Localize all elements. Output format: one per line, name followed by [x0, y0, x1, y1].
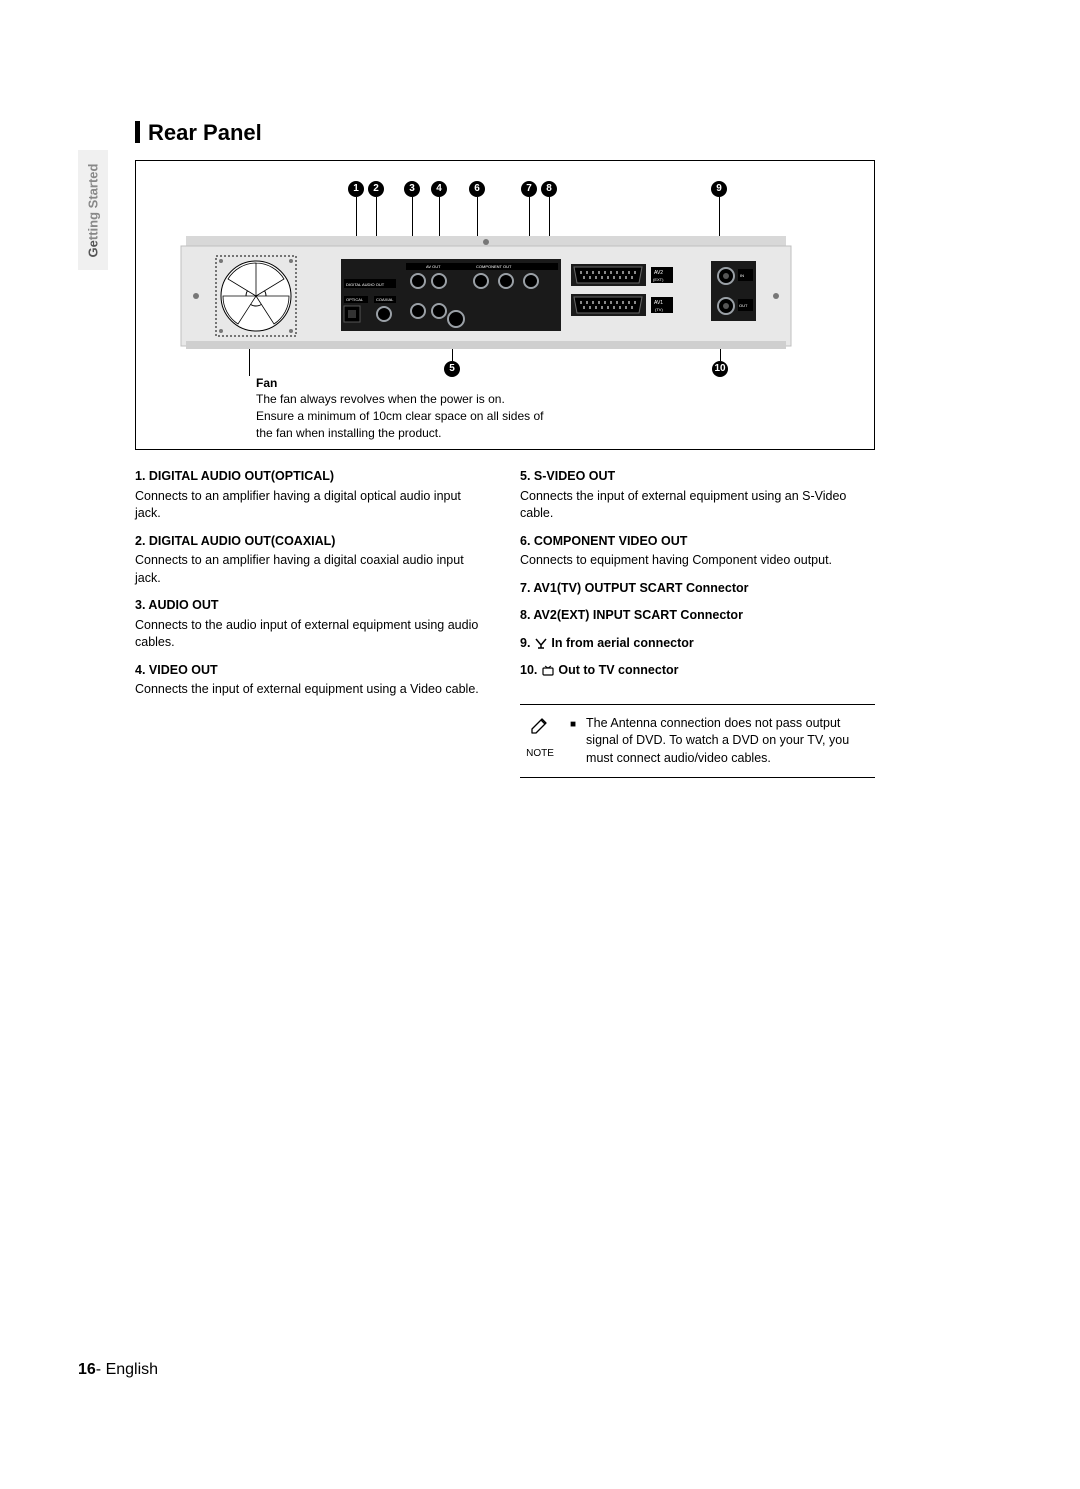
item-10-head: 10. Out to TV connector — [520, 662, 875, 680]
item-9-text: In from aerial connector — [551, 636, 693, 650]
svg-text:(TV): (TV) — [655, 307, 663, 312]
callout-6: 6 — [469, 181, 485, 197]
section-title: Rear Panel — [135, 120, 262, 146]
jack-comp-pb — [499, 274, 513, 288]
item-6-head: 6. COMPONENT VIDEO OUT — [520, 533, 875, 551]
callout-7: 7 — [521, 181, 537, 197]
svg-text:COAXIAL: COAXIAL — [376, 297, 394, 302]
right-column: 5. S-VIDEO OUT Connects the input of ext… — [520, 468, 875, 778]
item-9-head: 9. In from aerial connector — [520, 635, 875, 653]
screw-left — [193, 293, 199, 299]
fan-text-1: The fan always revolves when the power i… — [256, 392, 505, 406]
item-3-head: 3. AUDIO OUT — [135, 597, 490, 615]
antenna-panel: IN OUT — [711, 261, 756, 321]
side-tab-text: Getting Started — [86, 163, 101, 257]
fan-label: Fan — [256, 376, 277, 390]
item-3-body: Connects to the audio input of external … — [135, 617, 490, 652]
note-box: NOTE ■ The Antenna connection does not p… — [520, 704, 875, 779]
note-icon-col: NOTE — [520, 715, 560, 768]
callout-10: 10 — [712, 361, 728, 377]
note-body: The Antenna connection does not pass out… — [586, 715, 875, 768]
device-rear-svg: DIGITAL AUDIO OUT OPTICAL COAXIAL AV OUT… — [156, 221, 856, 361]
item-4-head: 4. VIDEO OUT — [135, 662, 490, 680]
fan-description: The fan always revolves when the power i… — [256, 391, 543, 441]
aerial-in-icon — [534, 637, 548, 649]
screw-right — [773, 293, 779, 299]
page-number: 16 — [78, 1361, 96, 1378]
item-9-num: 9. — [520, 636, 534, 650]
note-text: ■ The Antenna connection does not pass o… — [570, 715, 875, 768]
callout-2: 2 — [368, 181, 384, 197]
chassis-bottom — [186, 341, 786, 349]
item-1-body: Connects to an amplifier having a digita… — [135, 488, 490, 523]
jack-audio-l — [411, 274, 425, 288]
svg-text:AV2: AV2 — [654, 270, 663, 276]
item-8-head: 8. AV2(EXT) INPUT SCART Connector — [520, 607, 875, 625]
svg-text:AV OUT: AV OUT — [426, 264, 441, 269]
scart-av2: AV2(EXT) — [571, 264, 673, 286]
note-bullet-icon: ■ — [570, 718, 576, 768]
svg-text:OUT: OUT — [739, 303, 748, 308]
item-6-body: Connects to equipment having Component v… — [520, 552, 875, 570]
svg-text:DIGITAL AUDIO OUT: DIGITAL AUDIO OUT — [346, 282, 385, 287]
fan-text-2: Ensure a minimum of 10cm clear space on … — [256, 409, 543, 423]
svg-text:(EXT): (EXT) — [653, 277, 664, 282]
callout-4: 4 — [431, 181, 447, 197]
callout-9: 9 — [711, 181, 727, 197]
jack-comp-pr — [524, 274, 538, 288]
svg-text:COMPONENT OUT: COMPONENT OUT — [476, 264, 512, 269]
jack-audio-r — [432, 274, 446, 288]
left-column: 1. DIGITAL AUDIO OUT(OPTICAL) Connects t… — [135, 468, 490, 778]
jack-comp-y — [474, 274, 488, 288]
rear-panel-diagram: 1 2 3 4 6 7 8 9 5 10 DI — [135, 160, 875, 450]
svg-text:IN: IN — [740, 273, 744, 278]
jack-video-2 — [432, 304, 446, 318]
item-4-body: Connects the input of external equipment… — [135, 681, 490, 699]
callout-8: 8 — [541, 181, 557, 197]
item-10-text: Out to TV connector — [558, 663, 678, 677]
footer-lang: English — [106, 1361, 158, 1378]
item-5-body: Connects the input of external equipment… — [520, 488, 875, 523]
jack-svideo — [448, 311, 464, 327]
fan-text-3: the fan when installing the product. — [256, 426, 441, 440]
tv-out-icon — [541, 665, 555, 677]
item-1-head: 1. DIGITAL AUDIO OUT(OPTICAL) — [135, 468, 490, 486]
page-footer: 16- English — [78, 1361, 158, 1379]
item-7-head: 7. AV1(TV) OUTPUT SCART Connector — [520, 580, 875, 598]
description-columns: 1. DIGITAL AUDIO OUT(OPTICAL) Connects t… — [135, 468, 875, 778]
item-2-body: Connects to an amplifier having a digita… — [135, 552, 490, 587]
side-tab-prefix: Ge — [86, 240, 101, 257]
callout-5: 5 — [444, 361, 460, 377]
scart-av1: AV1(TV) — [571, 294, 673, 316]
svg-text:AV1: AV1 — [654, 300, 663, 306]
side-tab-rest: tting Started — [86, 163, 101, 240]
screw-top — [483, 239, 489, 245]
item-5-head: 5. S-VIDEO OUT — [520, 468, 875, 486]
svg-text:OPTICAL: OPTICAL — [346, 297, 364, 302]
jack-video-1 — [411, 304, 425, 318]
callout-3: 3 — [404, 181, 420, 197]
footer-sep: - — [96, 1361, 106, 1378]
callout-1: 1 — [348, 181, 364, 197]
note-label: NOTE — [526, 748, 554, 759]
item-2-head: 2. DIGITAL AUDIO OUT(COAXIAL) — [135, 533, 490, 551]
pencil-icon — [520, 715, 560, 748]
side-tab: Getting Started — [78, 150, 108, 270]
item-10-num: 10. — [520, 663, 541, 677]
